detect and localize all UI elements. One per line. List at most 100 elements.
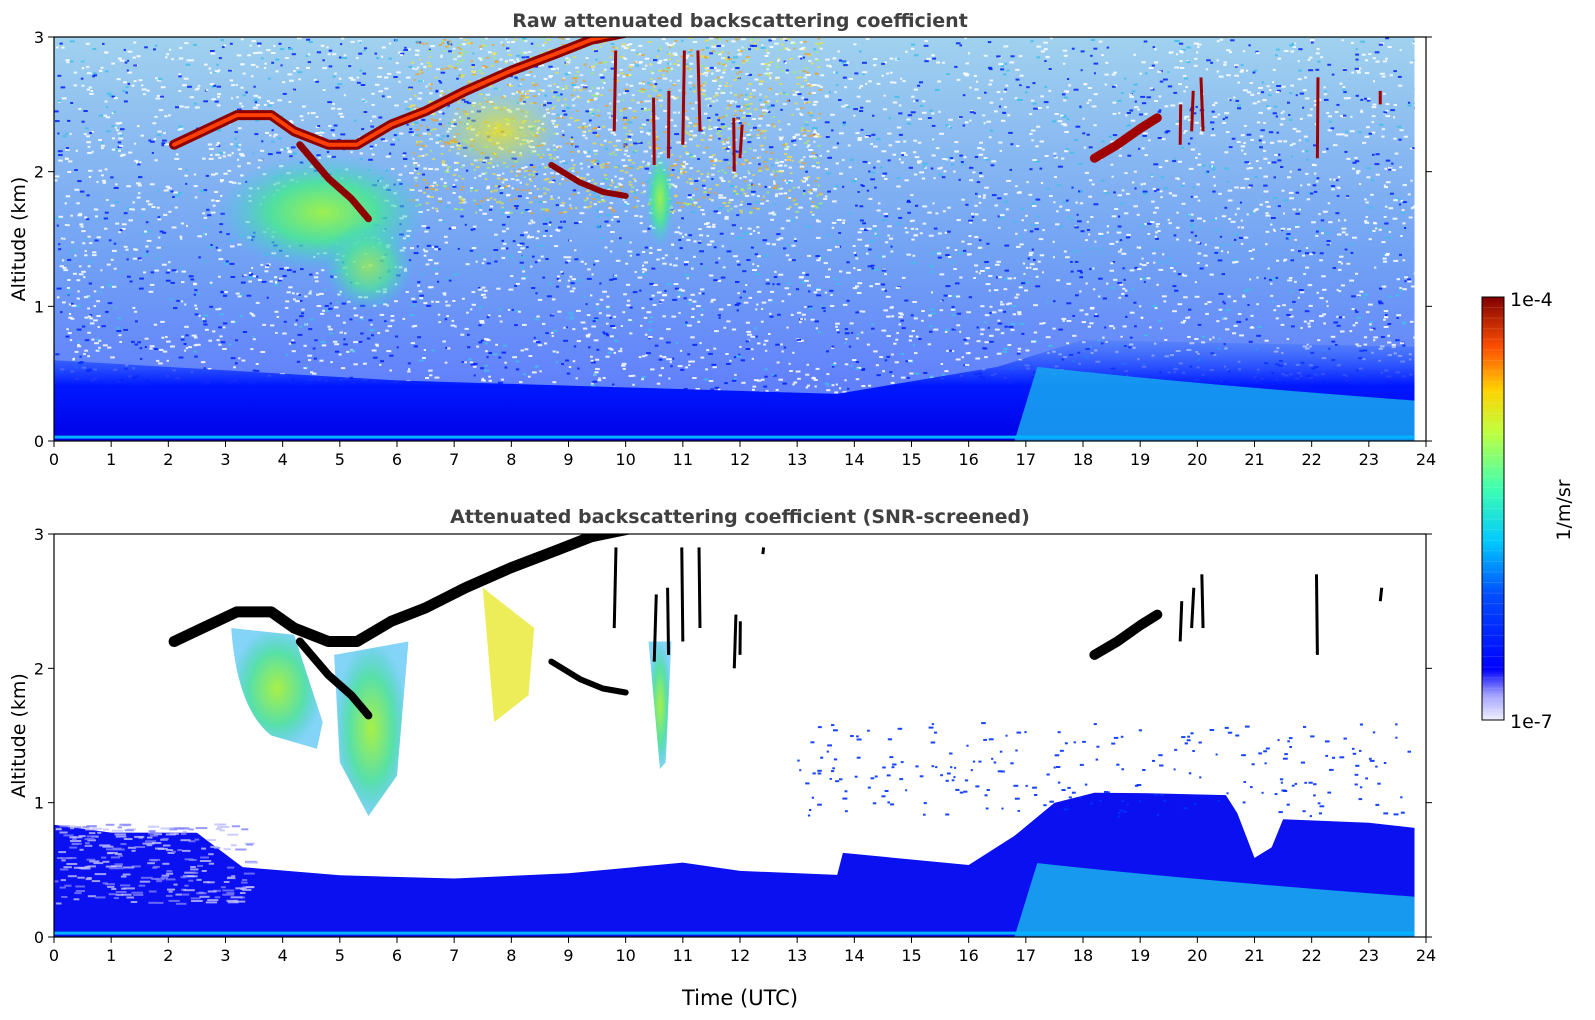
virga-streak (612, 50, 618, 132)
screened-heatmap (54, 534, 1415, 937)
x-tick-label: 8 (506, 946, 516, 965)
aerosol-plume-lower (323, 220, 414, 311)
screened-panel-title: Attenuated backscattering coefficient (S… (450, 506, 1030, 528)
raw-x-axis-ticks: 0 1 2 3 4 5 6 7 8 9 10 11 12 13 14 15 16 17 18 19 20 21 22 23 24 (49, 441, 1436, 469)
screened-backscatter-panel: Attenuated backscattering coefficient (S… (8, 506, 1436, 1010)
x-tick-label: 16 (958, 946, 978, 965)
x-tick-label: 22 (1301, 946, 1321, 965)
virga-streak (1178, 601, 1184, 642)
y-tick-label: 3 (34, 28, 44, 47)
x-tick-label: 6 (392, 946, 402, 965)
x-tick-label: 20 (1187, 946, 1207, 965)
cloud-layer-main (168, 534, 632, 647)
y-tick-label: 0 (34, 928, 44, 947)
virga-streak (761, 547, 766, 555)
raw-panel-title: Raw attenuated backscattering coefficien… (512, 10, 968, 32)
x-axis-label: Time (UTC) (681, 986, 798, 1010)
colorbar-steps (1482, 307, 1504, 710)
virga-streak (612, 547, 618, 629)
x-tick-label: 4 (278, 450, 288, 469)
raw-y-axis-label: Altitude (km) (8, 177, 30, 302)
aerosol-plume (231, 628, 323, 749)
x-tick-label: 9 (563, 946, 573, 965)
x-tick-label: 24 (1416, 946, 1436, 965)
y-tick-label: 1 (34, 794, 44, 813)
x-tick-label: 12 (730, 450, 750, 469)
x-tick-label: 21 (1244, 450, 1264, 469)
virga-streak (681, 50, 686, 145)
virga-streak (1378, 587, 1384, 602)
x-tick-label: 5 (335, 946, 345, 965)
x-tick-label: 2 (163, 450, 173, 469)
y-tick-label: 0 (34, 432, 44, 451)
x-tick-label: 11 (673, 946, 693, 965)
x-tick-label: 23 (1359, 450, 1379, 469)
cloud-layer-main-edge (172, 37, 615, 147)
raw-heatmap (54, 37, 1415, 441)
colorbar-unit-label: 1/m/sr (1553, 479, 1575, 540)
virga-streak (652, 594, 658, 662)
x-tick-label: 17 (1016, 450, 1036, 469)
screened-x-axis-ticks: 0 1 2 3 4 5 6 7 8 9 10 11 12 13 14 15 16 17 18 19 20 21 22 23 24 (49, 937, 1436, 965)
x-tick-label: 1 (106, 946, 116, 965)
virga-streak (652, 97, 656, 165)
cloud-layer-arc (548, 658, 629, 696)
x-tick-label: 4 (278, 946, 288, 965)
virga-streak (1314, 574, 1319, 655)
x-tick-label: 3 (220, 946, 230, 965)
x-tick-label: 13 (787, 450, 807, 469)
x-tick-label: 13 (787, 946, 807, 965)
x-tick-label: 22 (1301, 450, 1321, 469)
x-tick-label: 16 (958, 450, 978, 469)
residual-layer (1014, 366, 1415, 441)
cloud-layer-dip (295, 637, 373, 720)
x-tick-label: 5 (335, 450, 345, 469)
x-tick-label: 24 (1416, 450, 1436, 469)
colorbar-frame (1481, 296, 1505, 721)
low-signal-region (54, 823, 259, 905)
surface-layer (54, 931, 1415, 935)
x-tick-label: 10 (615, 946, 635, 965)
virga-streak (1190, 587, 1196, 629)
x-tick-label: 14 (844, 946, 864, 965)
colorbar-max-label: 1e-4 (1510, 289, 1553, 311)
y-tick-label: 3 (34, 525, 44, 544)
cloud-layer-evening (1089, 113, 1162, 163)
virga-streak (1199, 77, 1205, 132)
x-tick-label: 18 (1073, 946, 1093, 965)
x-tick-label: 6 (392, 450, 402, 469)
screened-y-axis-ticks: 0 1 2 3 (34, 525, 1432, 947)
x-tick-label: 18 (1073, 450, 1093, 469)
yellow-haze (482, 587, 535, 723)
virga-streak (738, 124, 744, 159)
x-tick-label: 10 (615, 450, 635, 469)
x-tick-label: 0 (49, 946, 59, 965)
x-tick-label: 12 (730, 946, 750, 965)
x-tick-label: 20 (1187, 450, 1207, 469)
y-tick-label: 1 (34, 297, 44, 316)
raw-y-axis-ticks: 0 1 2 3 (34, 28, 1432, 451)
x-tick-label: 19 (1130, 450, 1150, 469)
virga-streak (732, 614, 738, 669)
virga-streak (680, 547, 685, 642)
cloud-layer-arc (548, 161, 629, 199)
x-tick-label: 3 (220, 450, 230, 469)
virga-streak (696, 50, 702, 132)
virga-streak (1190, 90, 1195, 132)
x-tick-label: 8 (506, 450, 516, 469)
x-tick-label: 9 (563, 450, 573, 469)
surface-layer (54, 435, 1415, 439)
x-tick-label: 2 (163, 946, 173, 965)
virga-streak (732, 117, 736, 172)
cloud-layer-evening (1089, 609, 1163, 660)
cloud-layer-dip (296, 141, 372, 223)
colorbar-min-label: 1e-7 (1510, 711, 1553, 733)
screened-specks (797, 722, 1411, 818)
screened-y-axis-label: Altitude (km) (8, 673, 30, 798)
x-tick-label: 19 (1130, 946, 1150, 965)
virga-streak (666, 587, 671, 655)
residual-layer (1014, 863, 1415, 937)
virga-streak (1315, 77, 1320, 159)
virga-streak (697, 547, 702, 629)
